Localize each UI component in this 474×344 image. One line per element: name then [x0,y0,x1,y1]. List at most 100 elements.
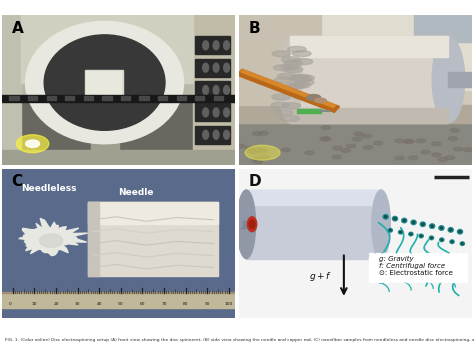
Ellipse shape [236,144,245,148]
Bar [291,108,448,123]
Text: 0: 0 [9,302,12,306]
Bar [369,252,467,282]
Bar [214,96,223,100]
Text: 100: 100 [225,302,233,306]
Ellipse shape [203,86,209,95]
Ellipse shape [451,241,453,243]
Ellipse shape [388,228,392,232]
Ellipse shape [446,156,455,160]
Ellipse shape [283,84,302,89]
Ellipse shape [322,137,331,141]
Ellipse shape [293,94,311,100]
Ellipse shape [213,41,219,50]
Ellipse shape [252,158,261,161]
Ellipse shape [419,234,423,238]
Ellipse shape [405,139,414,143]
Ellipse shape [346,144,356,148]
Ellipse shape [409,232,413,236]
Ellipse shape [246,149,255,153]
Ellipse shape [341,149,350,152]
Bar [139,96,149,100]
Ellipse shape [288,46,306,52]
Ellipse shape [353,137,362,141]
Bar [177,96,186,100]
Ellipse shape [296,75,314,81]
Bar [246,190,381,205]
Ellipse shape [450,240,454,244]
Ellipse shape [224,86,229,95]
Ellipse shape [259,131,268,135]
Text: 60: 60 [140,302,145,306]
Ellipse shape [249,220,255,229]
Ellipse shape [448,228,453,232]
Bar [195,104,230,121]
Ellipse shape [294,59,313,65]
Bar [88,202,219,224]
FancyArrow shape [237,69,339,112]
Ellipse shape [440,238,444,241]
Text: 90: 90 [204,302,210,306]
Ellipse shape [392,216,398,221]
Ellipse shape [390,229,391,231]
Ellipse shape [332,155,341,159]
Bar [2,293,235,308]
Bar [239,123,472,164]
Bar [239,15,320,105]
Bar [413,15,472,42]
Text: $g+f$: $g+f$ [309,270,332,283]
Bar [2,95,235,102]
Ellipse shape [295,79,314,85]
Ellipse shape [284,60,302,66]
Ellipse shape [384,216,387,218]
Bar [239,221,249,228]
Bar [88,202,219,277]
Ellipse shape [289,75,307,81]
Ellipse shape [403,219,405,222]
Bar [195,96,204,100]
Bar [102,96,111,100]
Bar [195,59,230,77]
Ellipse shape [394,218,396,219]
Ellipse shape [462,243,463,244]
Ellipse shape [250,150,259,154]
Ellipse shape [395,156,404,160]
Ellipse shape [279,36,302,123]
Ellipse shape [404,140,413,143]
Bar [85,70,123,97]
Text: 20: 20 [53,302,59,306]
Ellipse shape [459,231,461,233]
Ellipse shape [274,109,292,116]
Bar [21,15,193,83]
Ellipse shape [420,235,422,237]
Bar [239,105,472,123]
Ellipse shape [273,65,292,71]
Ellipse shape [292,51,311,57]
Bar [46,96,56,100]
Ellipse shape [26,140,39,148]
Ellipse shape [284,67,303,73]
Ellipse shape [292,75,310,80]
Ellipse shape [420,222,425,226]
Ellipse shape [224,41,229,50]
Ellipse shape [450,229,452,231]
Text: Needleless: Needleless [21,184,76,193]
Bar [2,15,21,164]
Ellipse shape [305,151,314,155]
Ellipse shape [374,141,383,145]
Ellipse shape [282,103,301,109]
Ellipse shape [410,233,412,235]
Bar [291,36,448,57]
Bar [195,81,230,99]
Ellipse shape [247,217,257,232]
Ellipse shape [416,139,426,142]
Bar [239,15,472,90]
Ellipse shape [281,64,300,70]
Ellipse shape [429,236,434,240]
Bar [121,96,130,100]
Text: Needle: Needle [118,189,154,197]
Bar [65,96,74,100]
Ellipse shape [431,225,433,227]
Ellipse shape [307,95,320,100]
Ellipse shape [421,150,430,154]
Ellipse shape [320,137,329,141]
